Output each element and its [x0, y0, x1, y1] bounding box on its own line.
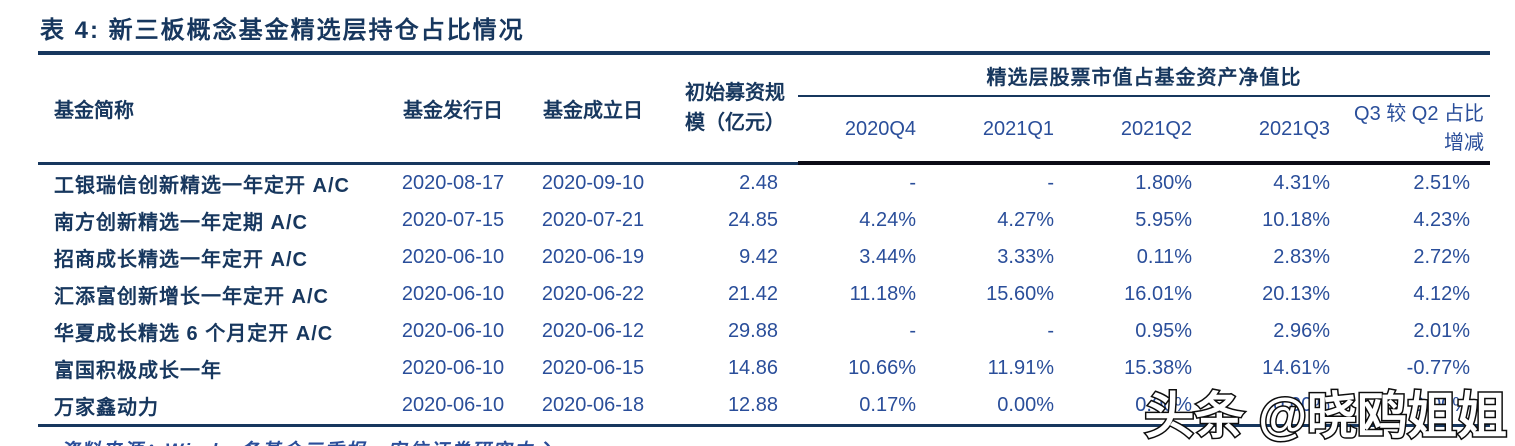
cell-2020q4: - — [909, 320, 916, 342]
column-header-2021q3: 2021Q3 — [1212, 96, 1350, 165]
cell-establish-date: 2020-06-15 — [541, 357, 645, 379]
cell-2021q3: 10.18% — [1262, 209, 1330, 231]
table-header: 基金简称 基金发行日 基金成立日 初始募资规模（亿元） 精选层股票市值占基金资产… — [38, 55, 1491, 165]
table-row: 工银瑞信创新精选一年定开 A/C 2020-08-17 2020-09-10 2… — [38, 163, 1490, 202]
cell-2021q2: 1.80% — [1135, 172, 1192, 194]
fund-holdings-table: 基金简称 基金发行日 基金成立日 初始募资规模（亿元） 精选层股票市值占基金资产… — [38, 55, 1491, 427]
cell-2021q2: 0.00% — [1074, 387, 1212, 427]
cell-2021q2: 0.95% — [1135, 320, 1192, 342]
cell-2021q1: 3.33% — [997, 246, 1054, 268]
cell-2021q1: - — [1047, 320, 1054, 342]
header-row-group: 基金简称 基金发行日 基金成立日 初始募资规模（亿元） 精选层股票市值占基金资产… — [38, 55, 1491, 165]
cell-2021q2: 16.01% — [1124, 283, 1192, 305]
table-row: 万家鑫动力 2020-06-10 2020-06-18 12.88 0.17% … — [38, 387, 1491, 427]
column-header-initial-scale: 初始募资规模（亿元） — [663, 55, 798, 165]
table-row: 华夏成长精选 6 个月定开 A/C 2020-06-10 2020-06-12 … — [38, 313, 1490, 350]
cell-initial-scale: 2.48 — [739, 171, 778, 194]
cell-delta: 2.01% — [1413, 320, 1471, 342]
cell-initial-scale: 14.86 — [727, 357, 778, 379]
column-header-q3-vs-q2-delta: Q3 较 Q2 占比增减 — [1350, 96, 1491, 165]
cell-issue-date: 2020-07-15 — [401, 209, 505, 231]
cell-2021q1: 11.91% — [987, 357, 1054, 379]
cell-initial-scale: 12.88 — [663, 387, 798, 427]
cell-establish-date: 2020-07-21 — [541, 209, 645, 231]
cell-establish-date: 2020-06-22 — [541, 283, 645, 305]
column-header-2021q1: 2021Q1 — [936, 96, 1074, 165]
source-note: 资料来源：Wind、各基金三季报，安信证券研究中心 — [38, 427, 1490, 446]
column-header-2020q4: 2020Q4 — [798, 96, 936, 165]
cell-2021q3: 4.31% — [1273, 172, 1330, 194]
cell-2020q4: 4.24% — [859, 209, 916, 231]
cell-2021q3: 20.13% — [1262, 283, 1330, 305]
cell-2021q1: - — [1047, 172, 1054, 194]
cell-2021q2: 15.38% — [1124, 357, 1192, 379]
cell-2021q3: 0.00% — [1212, 387, 1350, 427]
cell-fund-name: 汇添富创新增长一年定开 A/C — [54, 286, 329, 308]
column-group-header-nav-ratio: 精选层股票市值占基金资产净值比 — [798, 55, 1491, 97]
cell-initial-scale: 9.42 — [739, 246, 778, 268]
cell-fund-name: 南方创新精选一年定期 A/C — [54, 212, 308, 234]
cell-2021q2: 5.95% — [1135, 209, 1192, 231]
cell-delta: 0.00% — [1350, 387, 1491, 427]
table-row: 汇添富创新增长一年定开 A/C 2020-06-10 2020-06-22 21… — [38, 276, 1490, 313]
cell-delta: 2.51% — [1413, 172, 1471, 194]
page-title: 表 4: 新三板概念基金精选层持仓占比情况 — [38, 8, 1490, 55]
cell-initial-scale: 29.88 — [727, 320, 778, 342]
cell-2021q3: 2.96% — [1273, 320, 1330, 342]
column-header-fund-name: 基金简称 — [38, 55, 383, 165]
cell-fund-name: 招商成长精选一年定开 A/C — [54, 249, 308, 271]
delta-label: Q3 较 Q2 占比增减 — [1354, 103, 1485, 154]
cell-issue-date: 2020-06-10 — [401, 283, 505, 305]
cell-2021q3: 2.83% — [1273, 246, 1330, 268]
cell-2021q3: 14.61% — [1262, 357, 1330, 379]
cell-issue-date: 2020-06-10 — [401, 320, 505, 342]
cell-issue-date: 2020-06-10 — [401, 357, 505, 379]
cell-delta: 4.23% — [1413, 209, 1471, 231]
cell-establish-date: 2020-06-12 — [541, 320, 645, 342]
cell-2021q1: 0.00% — [936, 387, 1074, 427]
cell-fund-name: 万家鑫动力 — [38, 387, 383, 427]
cell-2021q2: 0.11% — [1136, 246, 1192, 268]
cell-delta: 2.72% — [1413, 246, 1471, 268]
column-header-2021q2: 2021Q2 — [1074, 96, 1212, 165]
cell-2021q1: 15.60% — [986, 283, 1054, 305]
table-row: 招商成长精选一年定开 A/C 2020-06-10 2020-06-19 9.4… — [38, 239, 1490, 276]
cell-2020q4: - — [909, 172, 916, 194]
cell-2020q4: 3.44% — [859, 246, 916, 268]
cell-2021q1: 4.27% — [997, 209, 1054, 231]
cell-issue-date: 2020-06-10 — [401, 246, 505, 268]
cell-establish-date: 2020-06-19 — [541, 246, 645, 268]
table-row: 南方创新精选一年定期 A/C 2020-07-15 2020-07-21 24.… — [38, 202, 1490, 239]
table-body: 工银瑞信创新精选一年定开 A/C 2020-08-17 2020-09-10 2… — [38, 163, 1491, 427]
header-row-quarters: 2020Q4 2021Q1 2021Q2 2021Q3 Q3 较 Q2 占比增减 — [38, 96, 1491, 165]
initial-scale-label: 初始募资规模（亿元） — [685, 82, 785, 135]
cell-2020q4: 0.17% — [798, 387, 936, 427]
cell-fund-name: 华夏成长精选 6 个月定开 A/C — [54, 323, 334, 345]
cell-2020q4: 10.66% — [848, 357, 916, 379]
toutiao-watermark: 头条 @晓鸥姐姐 — [1143, 387, 1509, 446]
cell-2020q4: 11.18% — [849, 283, 916, 305]
cell-establish-date: 2020-06-18 — [523, 387, 663, 427]
cell-initial-scale: 24.85 — [727, 209, 778, 231]
column-header-establish-date: 基金成立日 — [523, 55, 663, 165]
table-row: 富国积极成长一年 2020-06-10 2020-06-15 14.86 10.… — [38, 350, 1490, 387]
cell-delta: 4.12% — [1413, 283, 1471, 305]
cell-issue-date: 2020-08-17 — [401, 171, 505, 194]
cell-issue-date: 2020-06-10 — [383, 387, 523, 427]
cell-fund-name: 富国积极成长一年 — [54, 360, 222, 382]
cell-delta: -0.77% — [1406, 357, 1471, 379]
cell-initial-scale: 21.42 — [727, 283, 778, 305]
cell-establish-date: 2020-09-10 — [541, 171, 645, 194]
column-header-issue-date: 基金发行日 — [383, 55, 523, 165]
cell-fund-name: 工银瑞信创新精选一年定开 A/C — [54, 174, 350, 197]
